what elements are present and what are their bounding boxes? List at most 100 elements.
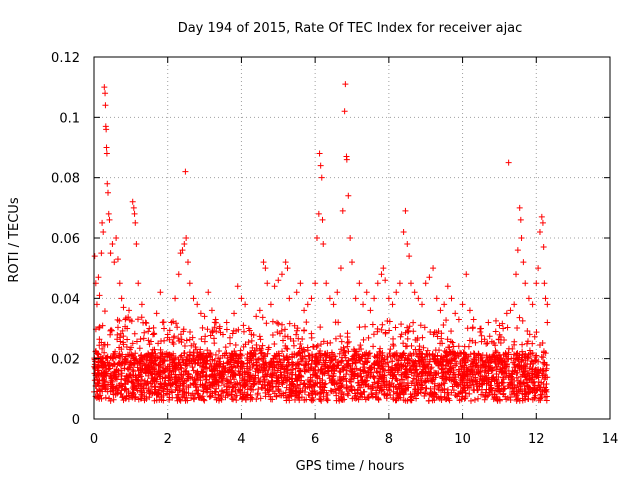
data-point-band xyxy=(542,350,549,357)
data-point-band xyxy=(311,367,318,374)
data-point-band xyxy=(99,382,106,389)
data-point-band xyxy=(233,397,240,404)
data-point-band xyxy=(522,396,529,403)
data-point-band xyxy=(232,372,239,379)
data-point-band xyxy=(132,372,139,379)
data-point xyxy=(256,307,263,314)
data-point xyxy=(363,289,370,296)
data-point-band xyxy=(238,352,245,359)
data-point-band xyxy=(157,373,164,380)
data-point xyxy=(308,295,315,302)
data-point xyxy=(349,259,355,266)
data-point-band xyxy=(103,354,110,361)
data-point-band xyxy=(255,386,262,393)
data-point-band xyxy=(293,362,300,369)
data-point-band xyxy=(269,367,276,374)
y-tick-label: 0 xyxy=(72,413,80,428)
data-point xyxy=(179,247,186,254)
data-point-band xyxy=(473,359,480,366)
data-point-band xyxy=(365,369,372,376)
data-point-band xyxy=(281,326,288,333)
data-point-band xyxy=(295,349,302,356)
data-point-band xyxy=(130,379,137,386)
data-point-band xyxy=(201,355,208,362)
data-point-band xyxy=(187,329,194,336)
data-point-band xyxy=(466,390,473,397)
data-point-band xyxy=(180,385,187,392)
data-point-band xyxy=(296,350,303,357)
data-point-band xyxy=(309,354,316,361)
data-point-band xyxy=(361,368,368,375)
data-point-band xyxy=(121,375,128,382)
data-point-band xyxy=(279,337,286,344)
data-point-band xyxy=(312,363,319,370)
data-point-band xyxy=(358,390,365,397)
data-point-band xyxy=(421,324,428,331)
data-point-band xyxy=(382,381,389,388)
data-point-band xyxy=(398,371,405,378)
data-point-band xyxy=(136,345,143,352)
data-point xyxy=(181,241,188,248)
data-point-band xyxy=(474,363,481,370)
data-point-band xyxy=(202,364,209,371)
data-point xyxy=(286,295,293,302)
data-point-band xyxy=(537,367,544,374)
data-point xyxy=(441,301,448,308)
data-point-band xyxy=(446,357,453,364)
data-point-band xyxy=(293,327,300,334)
data-point-band xyxy=(460,349,467,356)
data-point-band xyxy=(360,360,367,367)
data-point-band xyxy=(104,341,111,348)
data-point-band xyxy=(402,397,409,404)
data-point-band xyxy=(276,388,283,395)
data-point-band xyxy=(228,379,235,386)
data-point xyxy=(253,313,260,320)
data-point-band xyxy=(256,363,263,370)
data-point-band xyxy=(503,396,510,403)
x-tick-label: 10 xyxy=(454,432,471,447)
data-point-band xyxy=(446,373,453,380)
data-point-band xyxy=(433,371,440,378)
data-point-band xyxy=(358,345,365,352)
y-axis-title: ROTI / TECUs xyxy=(7,197,22,282)
data-point xyxy=(320,241,327,248)
data-point xyxy=(301,307,308,314)
data-point-band xyxy=(114,324,121,331)
data-point-band xyxy=(431,358,438,365)
data-point-band xyxy=(115,367,122,374)
data-point xyxy=(360,301,367,308)
data-point-band xyxy=(483,340,490,347)
data-point-band xyxy=(526,331,533,338)
data-point-band xyxy=(114,336,121,343)
data-point-band xyxy=(166,396,173,403)
data-point-band xyxy=(356,324,363,331)
data-point xyxy=(212,316,219,323)
data-point xyxy=(262,265,269,272)
data-point-band xyxy=(390,372,397,379)
data-point-band xyxy=(204,347,211,354)
data-point xyxy=(118,295,125,302)
data-point-band xyxy=(301,327,308,334)
data-point xyxy=(186,280,193,287)
data-point-band xyxy=(118,346,125,353)
data-point-band xyxy=(327,359,334,366)
data-point-band xyxy=(422,390,429,397)
data-point-band xyxy=(516,314,523,321)
data-point xyxy=(505,159,512,166)
data-point-band xyxy=(364,359,371,366)
data-point xyxy=(264,280,271,287)
data-point xyxy=(318,174,325,181)
data-point-band xyxy=(441,394,448,401)
data-point-band xyxy=(542,384,549,391)
data-point-band xyxy=(320,338,327,345)
data-point-band xyxy=(390,335,397,342)
data-point-band xyxy=(381,356,388,363)
data-point-band xyxy=(248,331,255,338)
data-point-band xyxy=(370,343,377,350)
data-point-band xyxy=(399,351,406,358)
data-point-band xyxy=(449,351,456,358)
data-point-band xyxy=(221,352,228,359)
data-point-band xyxy=(496,396,503,403)
data-point-band xyxy=(100,362,107,369)
data-point-band xyxy=(227,340,234,347)
